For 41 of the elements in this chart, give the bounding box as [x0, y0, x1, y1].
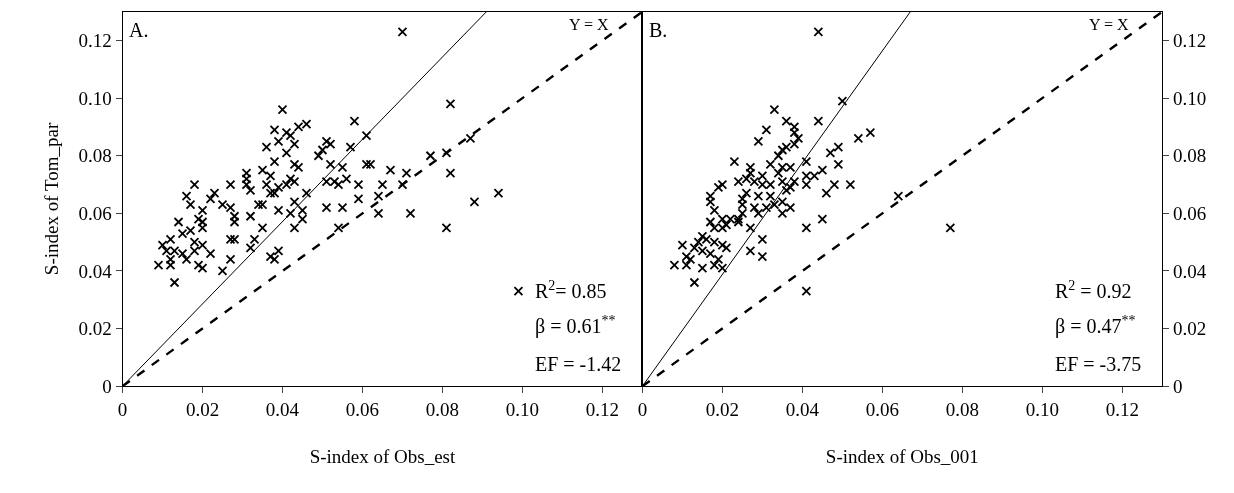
x-tick-label: 0.06 [345, 398, 380, 420]
y-tick-label: 0.06 [78, 203, 112, 225]
x-tick-label: 0.08 [425, 398, 460, 420]
y-tick-label: 0.02 [1173, 318, 1207, 340]
x-axis-title: S-index of Obs_001 [825, 445, 979, 467]
y-tick-label: 0.10 [78, 87, 112, 109]
x-tick-label: 0.08 [945, 398, 979, 420]
y-tick-label: 0.04 [1173, 260, 1207, 282]
y-tick-label: 0 [102, 375, 112, 397]
y-tick-label: 0.02 [78, 318, 112, 340]
x-tick-label: 0 [637, 398, 648, 420]
x-tick-label: 0.10 [1025, 398, 1059, 420]
x-tick-label: 0.02 [705, 398, 740, 420]
y-tick-label: 0.06 [1173, 203, 1207, 225]
x-tick-label: 0.12 [585, 398, 620, 420]
x-tick-label: 0.02 [185, 398, 220, 420]
y-axis-title: S-index of Tom_par [41, 122, 63, 276]
x-axis-title: S-index of Obs_est [309, 445, 457, 467]
annotation: A. [129, 19, 149, 41]
y-tick-label: 0 [1173, 375, 1183, 397]
y-tick-label: 0.12 [1173, 30, 1207, 52]
x-tick-label: 0.10 [505, 398, 540, 420]
y-tick-label: 0.08 [78, 145, 112, 167]
annotation: Y = X [1089, 16, 1129, 33]
annotation: EF = -1.42 [535, 353, 622, 375]
annotation: Y = X [569, 16, 609, 33]
annotation: B. [649, 19, 668, 41]
annotation: R$^{2}$ = 0.92 [1055, 278, 1132, 303]
annotation: β = 0.47$^{**}$ [1055, 313, 1136, 339]
annotation: R$^{2}$= 0.85 [535, 278, 607, 303]
y-tick-label: 0.10 [1173, 87, 1207, 109]
x-tick-label: 0.06 [865, 398, 899, 420]
y-tick-label: 0.08 [1173, 145, 1207, 167]
y-tick-label: 0.04 [78, 260, 113, 282]
annotation: EF = -3.75 [1055, 353, 1142, 375]
x-tick-label: 0 [117, 398, 128, 420]
x-tick-label: 0.04 [265, 398, 300, 420]
y-tick-label: 0.12 [78, 30, 112, 52]
annotation: β = 0.61$^{**}$ [535, 313, 616, 339]
x-tick-label: 0.04 [785, 398, 820, 420]
x-tick-label: 0.12 [1105, 398, 1139, 420]
